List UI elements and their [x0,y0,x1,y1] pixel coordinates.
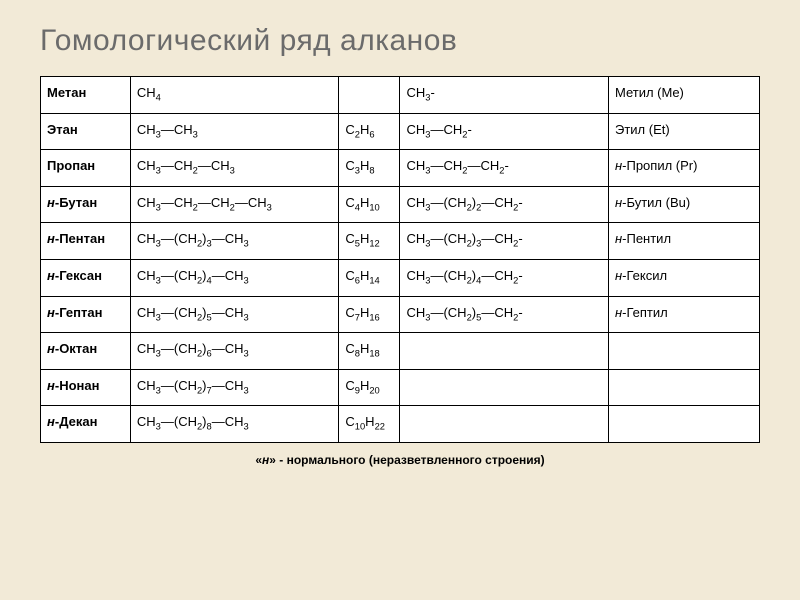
structure-formula: CH3—CH2—CH2—CH3 [130,186,339,223]
radical-name: н-Пентил [608,223,759,260]
radical-formula: CH3- [400,77,609,114]
table-row: ЭтанCH3—CH3C2H6CH3—CH2-Этил (Et) [41,113,760,150]
structure-formula: CH3—(CH2)7—CH3 [130,369,339,406]
radical-formula [400,406,609,443]
structure-formula: CH3—CH3 [130,113,339,150]
page-title: Гомологический ряд алканов [40,24,760,58]
alkane-name: н-Октан [41,333,131,370]
structure-formula: CH3—CH2—CH3 [130,150,339,187]
table-row: н-ОктанCH3—(CH2)6—CH3C8H18 [41,333,760,370]
structure-formula: CH4 [130,77,339,114]
table-row: МетанCH4 CH3-Метил (Me) [41,77,760,114]
alkane-name: н-Бутан [41,186,131,223]
radical-name: н-Бутил (Bu) [608,186,759,223]
radical-name: н-Гептил [608,296,759,333]
molecular-formula: C6H14 [339,259,400,296]
radical-formula: CH3—(CH2)5—CH2- [400,296,609,333]
structure-formula: CH3—(CH2)5—CH3 [130,296,339,333]
alkane-name: н-Нонан [41,369,131,406]
structure-formula: CH3—(CH2)8—CH3 [130,406,339,443]
radical-name [608,406,759,443]
radical-name: Этил (Et) [608,113,759,150]
molecular-formula: C3H8 [339,150,400,187]
molecular-formula: C8H18 [339,333,400,370]
structure-formula: CH3—(CH2)6—CH3 [130,333,339,370]
table-row: н-ДеканCH3—(CH2)8—CH3C10H22 [41,406,760,443]
alkane-name: н-Декан [41,406,131,443]
radical-name [608,333,759,370]
alkane-name: н-Гептан [41,296,131,333]
radical-formula: CH3—(CH2)3—CH2- [400,223,609,260]
alkane-name: н-Пентан [41,223,131,260]
molecular-formula [339,77,400,114]
alkane-table: МетанCH4CH3-Метил (Me)ЭтанCH3—CH3C2H6CH3… [40,76,760,443]
radical-name: н-Гексил [608,259,759,296]
radical-formula: CH3—CH2—CH2- [400,150,609,187]
footnote: «н» - нормального (неразветвленного стро… [40,453,760,467]
molecular-formula: C4H10 [339,186,400,223]
alkane-name: н-Гексан [41,259,131,296]
radical-formula: CH3—(CH2)4—CH2- [400,259,609,296]
molecular-formula: C7H16 [339,296,400,333]
table-row: н-ГептанCH3—(CH2)5—CH3C7H16CH3—(CH2)5—CH… [41,296,760,333]
molecular-formula: C5H12 [339,223,400,260]
table-row: ПропанCH3—CH2—CH3C3H8CH3—CH2—CH2-н-Пропи… [41,150,760,187]
molecular-formula: C2H6 [339,113,400,150]
molecular-formula: C9H20 [339,369,400,406]
table-row: н-НонанCH3—(CH2)7—CH3C9H20 [41,369,760,406]
alkane-name: Пропан [41,150,131,187]
table-row: н-ПентанCH3—(CH2)3—CH3C5H12CH3—(CH2)3—CH… [41,223,760,260]
table-row: н-БутанCH3—CH2—CH2—CH3C4H10CH3—(CH2)2—CH… [41,186,760,223]
table-row: н-ГексанCH3—(CH2)4—CH3C6H14CH3—(CH2)4—CH… [41,259,760,296]
structure-formula: CH3—(CH2)3—CH3 [130,223,339,260]
alkane-name: Метан [41,77,131,114]
molecular-formula: C10H22 [339,406,400,443]
alkane-name: Этан [41,113,131,150]
radical-name: Метил (Me) [608,77,759,114]
radical-formula [400,369,609,406]
structure-formula: CH3—(CH2)4—CH3 [130,259,339,296]
radical-name: н-Пропил (Pr) [608,150,759,187]
radical-formula: CH3—CH2- [400,113,609,150]
radical-name [608,369,759,406]
radical-formula: CH3—(CH2)2—CH2- [400,186,609,223]
radical-formula [400,333,609,370]
